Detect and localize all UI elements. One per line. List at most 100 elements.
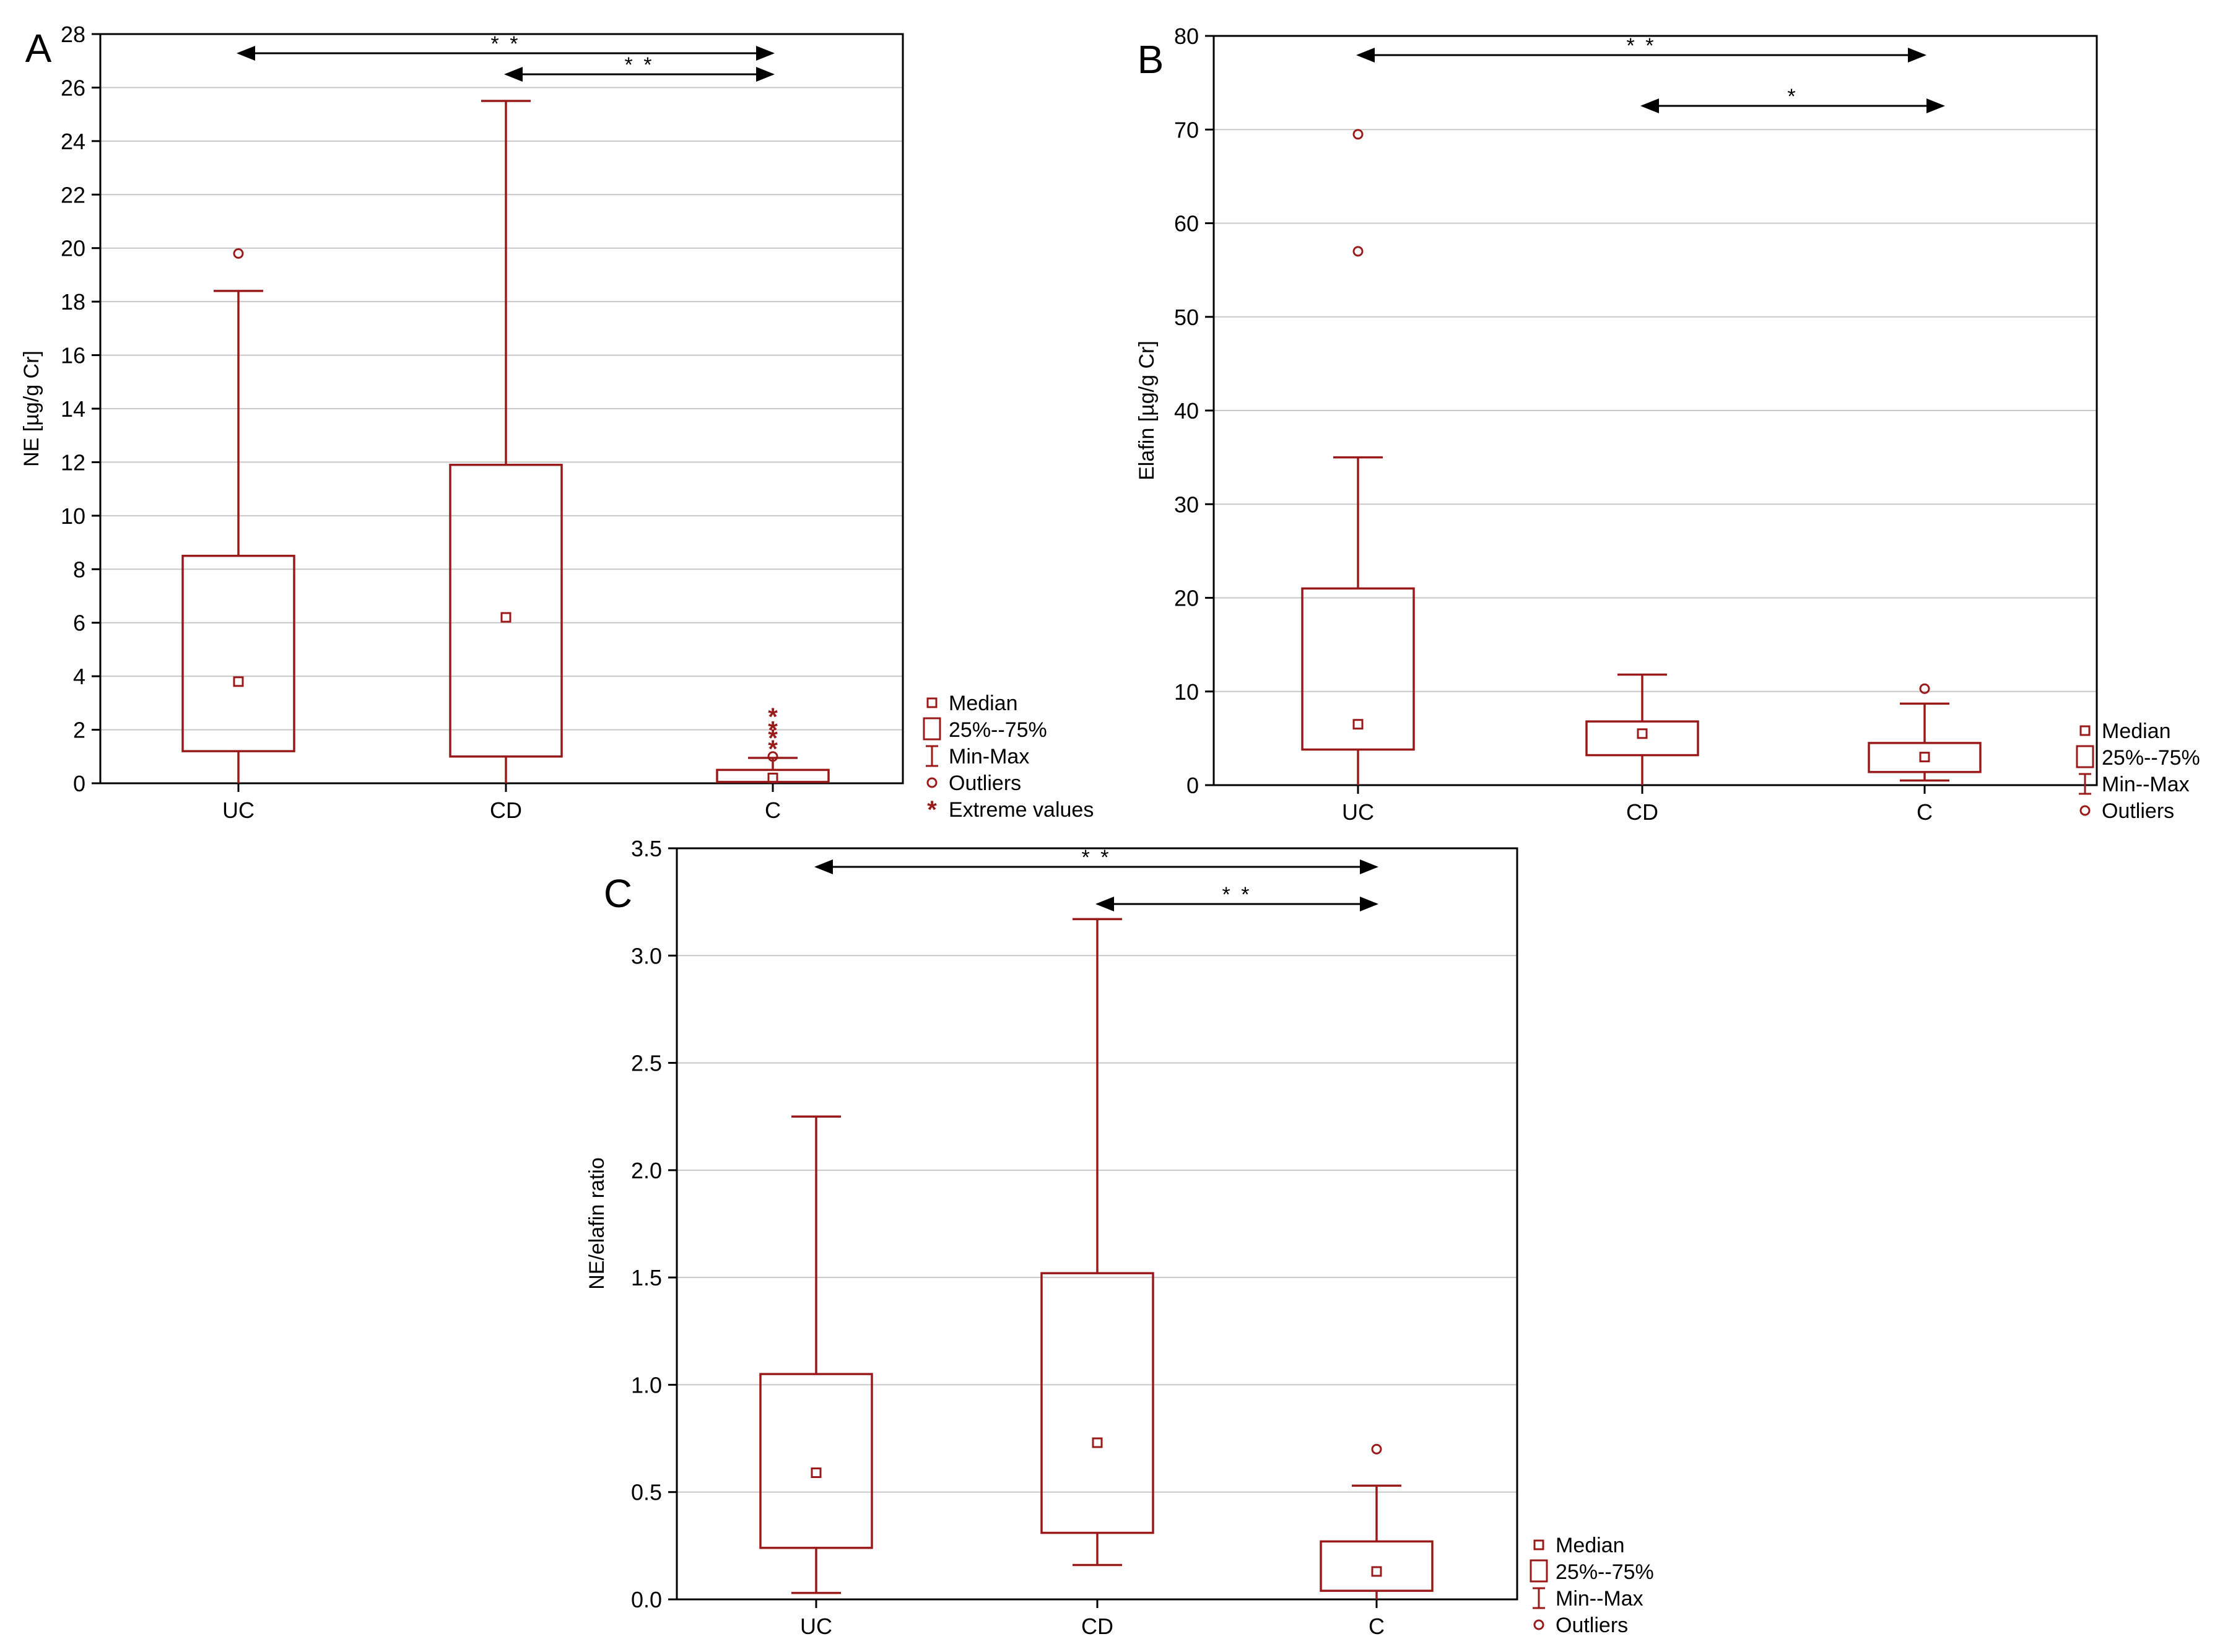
legend-outlier-symbol xyxy=(926,777,938,788)
box-cd xyxy=(1585,673,1699,785)
chart-panel-c: 0.0 0.5 1.0 1.5 2.0 2.5 3.0 3.5 NE/elafin ratio C… xyxy=(585,836,1654,1639)
legend-outlier-symbol xyxy=(1533,1619,1544,1630)
x-tick-label: C xyxy=(1917,799,1933,825)
extreme-point: * xyxy=(768,703,778,731)
box-uc xyxy=(1301,129,1415,785)
median-marker xyxy=(1637,728,1648,739)
median-marker xyxy=(767,772,778,783)
y-tick-label: 0 xyxy=(1186,773,1199,798)
y-axis-title: Elafin [µg/g Cr] xyxy=(1135,341,1159,480)
outlier-point xyxy=(1352,129,1364,140)
legend-label-iqr: 25%--75% xyxy=(949,718,1047,742)
legend-outlier-symbol xyxy=(2079,805,2091,816)
y-tick-label: 30 xyxy=(1174,492,1199,517)
y-tick-label: 8 xyxy=(73,557,85,582)
x-tick-label: CD xyxy=(1081,1614,1113,1639)
median-marker xyxy=(1919,752,1930,763)
iqr-box xyxy=(181,554,295,752)
legend-label-extremes: Extreme values xyxy=(949,798,1094,822)
y-tick-label: 24 xyxy=(61,129,85,154)
y-tick-label: 26 xyxy=(61,75,85,100)
y-tick-label: 0.0 xyxy=(631,1587,662,1612)
y-tick-label: 10 xyxy=(1174,679,1199,705)
legend-median-symbol xyxy=(926,697,938,708)
iqr-box xyxy=(1320,1540,1434,1592)
legend: Median 25%--75% Min--Max Outliers xyxy=(2076,719,2200,823)
box-uc xyxy=(181,248,295,783)
y-tick-label: 4 xyxy=(73,664,85,689)
median-marker xyxy=(1092,1437,1103,1448)
extreme-point: * xyxy=(768,736,778,763)
panel-label: C xyxy=(604,871,632,916)
y-tick-label: 20 xyxy=(1174,586,1199,611)
y-tick-label: 12 xyxy=(61,450,85,475)
median-marker xyxy=(811,1467,822,1479)
box-c: **** xyxy=(716,703,830,783)
box-c xyxy=(1868,683,1982,782)
box-uc xyxy=(759,1115,873,1594)
y-tick-label: 60 xyxy=(1174,211,1199,237)
y-axis-title: NE/elafin ratio xyxy=(585,1157,609,1290)
x-tick-label: UC xyxy=(800,1614,832,1639)
significance-label: * xyxy=(1787,85,1798,108)
y-tick-label: 40 xyxy=(1174,398,1199,424)
extreme-point: * xyxy=(768,725,778,752)
y-tick-label: 18 xyxy=(61,289,85,315)
y-tick-label: 80 xyxy=(1174,24,1199,49)
legend-iqr-symbol xyxy=(923,717,941,741)
legend: Median 25%--75% Min--Max Outliers xyxy=(1530,1534,1654,1637)
outlier-point xyxy=(233,248,244,259)
panel-label: A xyxy=(25,26,52,71)
chart-panel-b: 0 10 20 30 40 50 60 70 80 Elafin [µg/g Cr] B UC CD C *… xyxy=(1135,24,2200,825)
y-tick-label: 2.5 xyxy=(631,1051,662,1076)
y-tick-label: 14 xyxy=(61,396,85,422)
significance-label: * * xyxy=(625,53,655,77)
legend-label-minmax_a: Min-Max xyxy=(949,745,1029,768)
y-tick-label: 50 xyxy=(1174,305,1199,330)
iqr-box xyxy=(449,464,563,758)
iqr-box xyxy=(759,1373,873,1549)
y-tick-label: 3.0 xyxy=(631,943,662,968)
legend-label-iqr: 25%--75% xyxy=(2102,746,2200,770)
legend-label-median: Median xyxy=(2102,719,2171,743)
outlier-point xyxy=(1352,246,1364,257)
box-cd xyxy=(1040,918,1154,1567)
median-marker xyxy=(500,612,511,623)
y-tick-label: 2 xyxy=(73,718,85,743)
y-tick-label: 3.5 xyxy=(631,836,662,861)
legend-label-median: Median xyxy=(1556,1534,1625,1557)
legend-label-outliers: Outliers xyxy=(2102,799,2174,823)
median-marker xyxy=(233,676,244,687)
box-cd xyxy=(449,100,563,783)
y-tick-label: 20 xyxy=(61,236,85,261)
y-tick-label: 10 xyxy=(61,503,85,529)
y-tick-label: 2.0 xyxy=(631,1158,662,1183)
legend-label-outliers: Outliers xyxy=(949,772,1021,795)
y-tick-label: 1.0 xyxy=(631,1372,662,1398)
x-tick-label: UC xyxy=(222,798,255,823)
outlier-point xyxy=(767,751,778,762)
x-tick-label: UC xyxy=(1342,799,1374,825)
legend-extreme-symbol: * xyxy=(927,796,937,824)
y-tick-label: 70 xyxy=(1174,117,1199,142)
median-marker xyxy=(1352,719,1364,730)
x-tick-label: CD xyxy=(1626,799,1658,825)
iqr-box xyxy=(1040,1272,1154,1534)
y-tick-label: 0.5 xyxy=(631,1480,662,1505)
significance-label: * * xyxy=(1627,34,1656,58)
iqr-box xyxy=(1868,742,1982,773)
y-tick-label: 16 xyxy=(61,343,85,368)
legend-label-outliers: Outliers xyxy=(1556,1614,1628,1637)
significance-label: * * xyxy=(1222,883,1252,906)
legend-median-symbol xyxy=(2079,725,2091,736)
y-tick-label: 22 xyxy=(61,182,85,207)
box-c xyxy=(1320,1443,1434,1599)
x-tick-label: CD xyxy=(490,798,522,823)
y-tick-label: 0 xyxy=(73,771,85,796)
iqr-box xyxy=(1301,587,1415,751)
iqr-box xyxy=(716,768,830,783)
x-tick-label: C xyxy=(1369,1614,1385,1639)
